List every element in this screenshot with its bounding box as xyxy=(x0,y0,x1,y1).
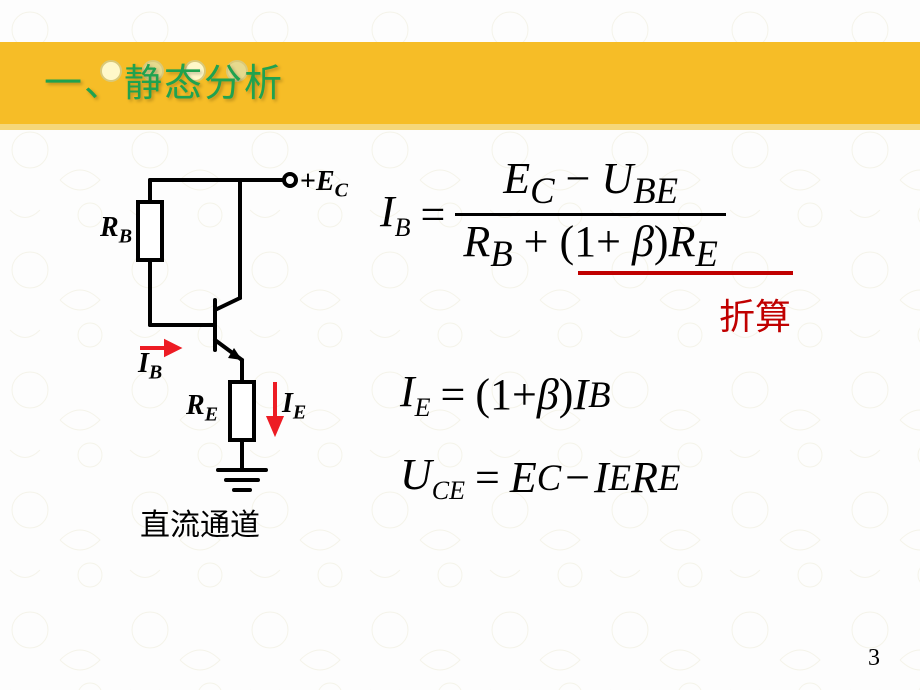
circuit-diagram: +EC RB IB RE IE xyxy=(100,160,380,540)
equation-ie: IE = (1+ β)IB xyxy=(400,366,900,423)
equations-block: IB = EC − UBE RB + (1+ β)RE 折算 IE = (1+ … xyxy=(380,135,900,524)
supply-label: +EC xyxy=(300,166,348,203)
equation-uce: UCE = EC − IERE xyxy=(400,449,900,506)
rb-label: RB xyxy=(100,212,132,249)
circuit-caption: 直流通道 xyxy=(140,500,260,544)
eq1-annotation: 折算 xyxy=(610,288,900,340)
header-subband xyxy=(0,124,920,130)
page-title: 一、静态分析 xyxy=(44,52,284,107)
re-label: RE xyxy=(186,390,218,427)
ib-label: IB xyxy=(138,348,162,385)
eq1-underline xyxy=(578,271,793,275)
ie-label: IE xyxy=(282,388,306,425)
page-number: 3 xyxy=(868,645,880,672)
equation-ib: IB = EC − UBE RB + (1+ β)RE xyxy=(380,153,900,276)
